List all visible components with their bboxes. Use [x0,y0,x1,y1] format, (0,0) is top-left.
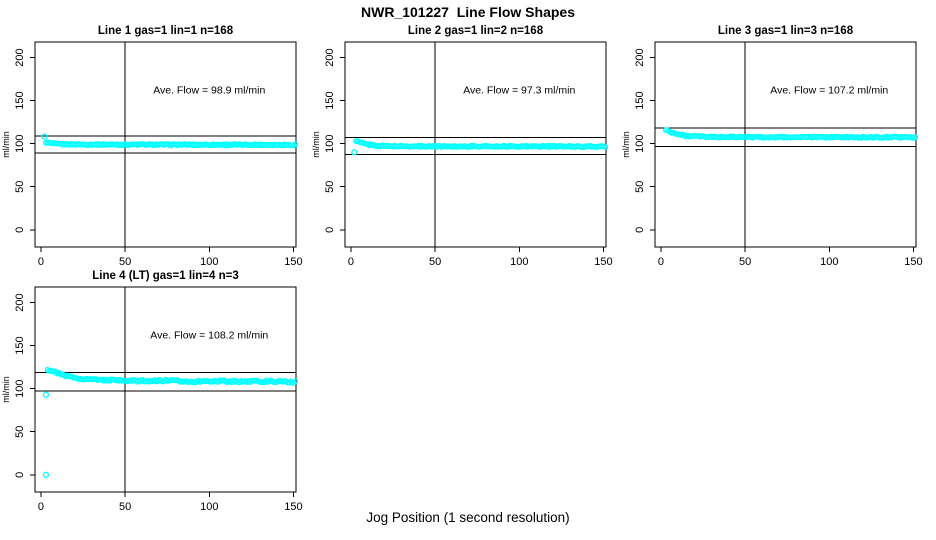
figure-title: NWR_101227 Line Flow Shapes [361,4,575,20]
x-tick-label: 100 [820,256,838,268]
outlier-point [41,133,48,140]
data-point [602,144,609,150]
ave-flow-annotation: Ave. Flow = 97.3 ml/min [463,85,575,97]
x-tick-label: 50 [119,256,131,268]
y-tick-label: 100 [14,379,26,397]
y-tick-label: 200 [14,48,26,66]
panel-title: Line 3 gas=1 lin=3 n=168 [718,25,854,37]
y-tick-label: 50 [324,181,336,193]
panel-4: Line 4 (LT) gas=1 lin=4 n=3 0 50 100 150 0 50 1… [1,270,303,513]
plot-border [654,41,917,248]
y-tick-label: 0 [324,227,336,233]
y-tick-label: 100 [14,134,26,152]
x-tick-label: 0 [38,501,44,513]
x-tick-label: 100 [510,256,528,268]
ave-flow-annotation: Ave. Flow = 98.9 ml/min [153,85,265,97]
x-tick-label: 50 [739,256,751,268]
y-tick-label: 150 [324,91,336,109]
x-tick-label: 150 [594,256,612,268]
x-tick-label: 50 [429,256,441,268]
x-tick-label: 0 [348,256,354,268]
y-axis-label: ml/min [311,131,321,158]
ave-flow-annotation: Ave. Flow = 108.2 ml/min [150,330,268,342]
x-tick-label: 0 [658,256,664,268]
x-tick-label: 150 [284,501,302,513]
x-tick-label: 150 [284,256,302,268]
x-axis-title: Jog Position (1 second resolution) [366,510,570,525]
y-axis-label: ml/min [1,376,11,403]
x-tick-label: 150 [904,256,922,268]
data-point [292,378,299,385]
data-point [292,141,299,148]
y-tick-label: 200 [634,48,646,66]
panel-title: Line 2 gas=1 lin=2 n=168 [408,25,544,37]
panel-2: Line 2 gas=1 lin=2 n=168 0 50 100 150 0 50 100 1… [311,25,613,268]
y-tick-label: 50 [14,426,26,438]
y-axis-label: ml/min [621,131,631,158]
y-tick-label: 150 [14,336,26,354]
y-tick-label: 150 [14,91,26,109]
y-tick-label: 200 [14,293,26,311]
y-tick-label: 100 [324,134,336,152]
y-tick-label: 200 [324,48,336,66]
x-tick-label: 0 [38,256,44,268]
panel-title: Line 1 gas=1 lin=1 n=168 [98,25,234,37]
y-tick-label: 0 [14,227,26,233]
data-point [56,370,63,377]
y-tick-label: 50 [14,181,26,193]
y-tick-label: 0 [634,227,646,233]
data-point [912,134,919,141]
y-axis-label: ml/min [1,131,11,158]
outlier-point [351,149,358,156]
panel-3: Line 3 gas=1 lin=3 n=168 0 50 100 150 0 50 100 1… [621,25,923,268]
x-tick-label: 100 [200,256,218,268]
outlier-point [42,391,50,398]
outlier-point [42,471,50,478]
ave-flow-annotation: Ave. Flow = 107.2 ml/min [770,85,888,97]
panel-1: Line 1 gas=1 lin=1 n=168 0 50 100 150 0 50 100 1… [1,25,303,268]
y-tick-label: 0 [14,472,26,478]
plot-border [34,286,297,493]
y-tick-label: 100 [634,134,646,152]
y-tick-label: 150 [634,91,646,109]
y-tick-label: 50 [634,181,646,193]
x-tick-label: 100 [200,501,218,513]
panel-title: Line 4 (LT) gas=1 lin=4 n=3 [92,270,238,282]
x-tick-label: 50 [119,501,131,513]
